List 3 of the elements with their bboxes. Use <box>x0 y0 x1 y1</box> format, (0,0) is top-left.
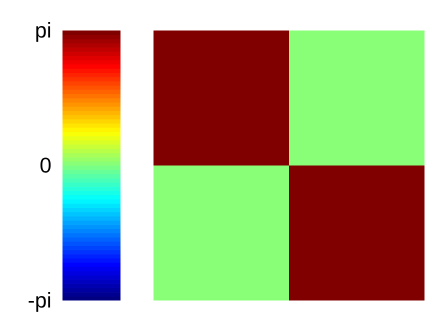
color-bar-label: pi <box>34 18 52 42</box>
color-bar-label: 0 <box>40 154 52 178</box>
color-bar-label: -pi <box>28 288 52 312</box>
